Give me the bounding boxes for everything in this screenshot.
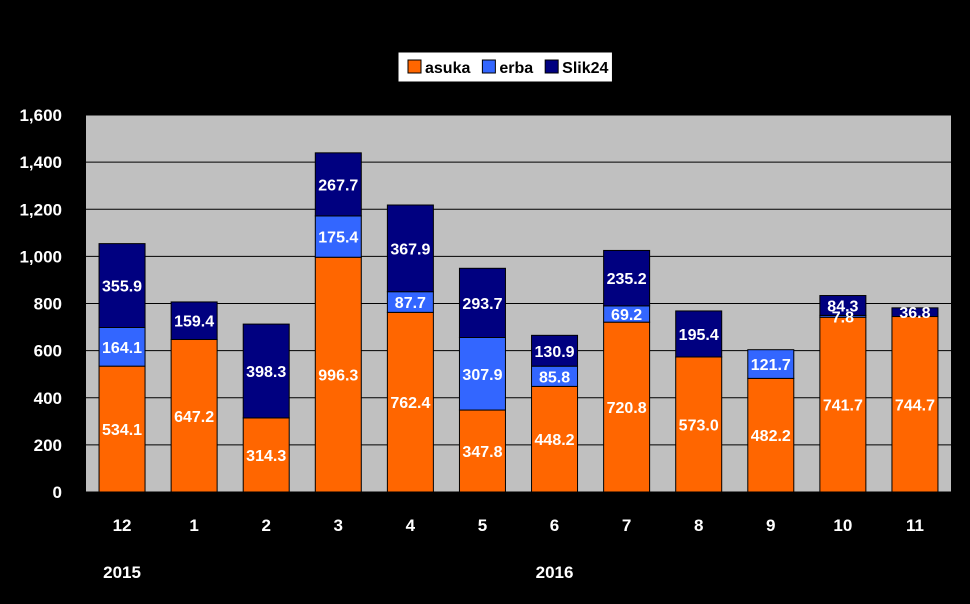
data-label: 355.9 <box>102 279 142 296</box>
x-tick-label: 3 <box>334 516 343 535</box>
x-tick-label: 2 <box>261 516 270 535</box>
data-label: 175.4 <box>318 230 358 247</box>
data-label: 293.7 <box>462 296 502 313</box>
y-tick-label: 600 <box>34 342 62 361</box>
x-tick-label: 7 <box>622 516 631 535</box>
x-tick-label: 12 <box>113 516 132 535</box>
data-label: 164.1 <box>102 340 142 357</box>
legend-box <box>397 51 613 83</box>
legend-label: asuka <box>425 60 470 77</box>
bar-segment-asuka <box>98 365 146 493</box>
data-label: 573.0 <box>679 417 719 434</box>
bar-segment-asuka <box>458 409 506 493</box>
x-tick-label: 10 <box>833 516 852 535</box>
bar-segment-erba <box>747 349 795 379</box>
data-label: 159.4 <box>174 314 214 331</box>
y-tick-label: 1,600 <box>19 106 62 125</box>
y-axis-tick-labels: 0 200 400 600 800 1,000 1,200 1,400 1,600 <box>19 106 62 502</box>
bar-segment-erba <box>458 337 506 411</box>
data-label: 7.8 <box>832 309 854 326</box>
legend-label: Slik24 <box>562 60 608 77</box>
data-label: 307.9 <box>462 367 502 384</box>
bar-segment-slik24 <box>891 307 939 318</box>
data-label: 314.3 <box>246 448 286 465</box>
bars: 534.1 164.1 355.9 647.2 159.4 314.3 398.3 996.3… <box>98 152 939 493</box>
bar-segment-slik24 <box>819 295 867 316</box>
y-tick-label: 0 <box>53 483 62 502</box>
data-label: 69.2 <box>611 307 642 324</box>
data-label: 235.2 <box>607 271 647 288</box>
year-label: 2016 <box>536 563 574 582</box>
bar-segment-asuka <box>603 321 651 493</box>
bar-segment-slik24 <box>531 334 579 367</box>
data-label: 482.2 <box>751 428 791 445</box>
data-label: 744.7 <box>895 397 935 414</box>
data-label: 347.8 <box>462 444 502 461</box>
data-label: 85.8 <box>539 369 570 386</box>
data-label: 762.4 <box>390 395 430 412</box>
x-tick-label: 11 <box>906 516 924 535</box>
data-label: 534.1 <box>102 422 142 439</box>
data-label: 647.2 <box>174 409 214 426</box>
bar-segment-erba <box>314 215 362 258</box>
y-tick-label: 1,400 <box>19 153 62 172</box>
bar-segment-slik24 <box>458 267 506 339</box>
bar-segment-asuka <box>891 316 939 493</box>
legend-swatch <box>481 59 496 74</box>
data-label: 36.8 <box>899 305 930 322</box>
data-label: 267.7 <box>318 177 358 194</box>
x-tick-label: 5 <box>478 516 487 535</box>
legend-swatch <box>407 59 422 74</box>
x-tick-label: 1 <box>189 516 198 535</box>
legend-label: erba <box>499 60 533 77</box>
bar-segment-asuka <box>170 339 218 493</box>
bar-segment-asuka <box>314 256 362 493</box>
bar-segment-slik24 <box>675 310 723 358</box>
data-label: 741.7 <box>823 398 863 415</box>
legend-swatch <box>544 59 559 74</box>
y-tick-label: 800 <box>34 295 62 314</box>
data-label: 720.8 <box>607 400 647 417</box>
year-label: 2015 <box>103 563 141 582</box>
data-label: 84.3 <box>827 298 858 315</box>
bar-segment-slik24 <box>98 243 146 328</box>
bar-segment-asuka <box>819 316 867 493</box>
bar-segment-asuka <box>386 311 434 493</box>
data-label: 367.9 <box>390 241 430 258</box>
y-tick-label: 1,000 <box>19 247 62 266</box>
y-tick-label: 1,200 <box>19 200 62 219</box>
data-label: 448.2 <box>535 432 575 449</box>
data-label: 130.9 <box>535 344 575 361</box>
bar-segment-slik24 <box>170 301 218 341</box>
bar-segment-asuka <box>747 377 795 493</box>
gridlines <box>86 114 951 493</box>
data-label: 195.4 <box>679 327 719 344</box>
bar-segment-slik24 <box>386 204 434 293</box>
data-label: 996.3 <box>318 368 358 385</box>
data-label: 87.7 <box>395 295 426 312</box>
data-label: 398.3 <box>246 364 286 381</box>
x-tick-label: 8 <box>694 516 703 535</box>
bar-segment-slik24 <box>603 249 651 307</box>
x-axis-tick-labels: 12 1 2 3 4 5 6 7 8 9 10 11 <box>113 516 924 535</box>
x-tick-label: 4 <box>406 516 416 535</box>
data-label: 121.7 <box>751 357 791 374</box>
y-tick-label: 400 <box>34 389 62 408</box>
y-tick-label: 200 <box>34 436 62 455</box>
bar-segment-slik24 <box>242 323 290 419</box>
year-labels: 2015 2016 <box>103 563 573 582</box>
bar-segment-slik24 <box>314 152 362 217</box>
bar-segment-asuka <box>675 356 723 493</box>
bar-segment-asuka <box>531 385 579 493</box>
x-tick-label: 6 <box>550 516 559 535</box>
x-tick-label: 9 <box>766 516 775 535</box>
legend: asuka erba Slik24 <box>397 51 613 83</box>
